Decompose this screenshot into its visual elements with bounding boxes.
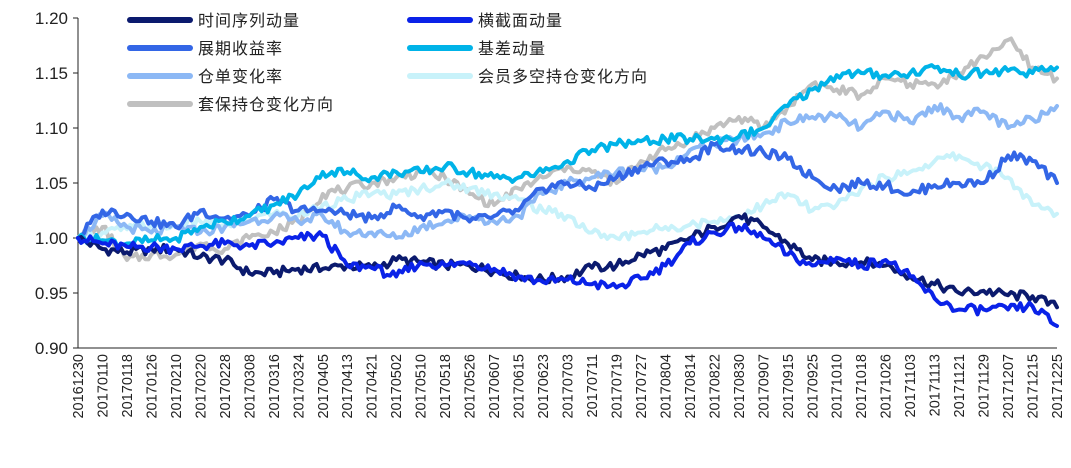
series-line-3 [76,63,1059,249]
x-tick-label: 20170615 [512,354,528,419]
x-tick-label: 20170822 [707,354,723,419]
x-tick-label: 20170526 [463,354,479,419]
x-tick-label: 20170925 [805,354,821,419]
x-tick-label: 20171215 [1026,354,1042,419]
x-tick-label: 20171121 [952,354,968,417]
x-tick-label: 20171225 [1050,354,1066,419]
x-tick-label: 20171018 [854,354,870,419]
x-tick-label: 20170210 [169,354,185,419]
y-tick-label: 1.10 [35,119,68,138]
legend-label: 会员多空持仓变化方向 [478,67,648,86]
x-axis: 20161230 20170110 20170118 20170126 20170210… [71,347,1066,419]
x-tick-label: 20170502 [389,354,405,419]
x-tick-label: 20170814 [683,354,699,419]
x-tick-label: 20171129 [977,354,993,417]
x-tick-label: 20170703 [561,354,577,419]
y-tick-label: 1.15 [35,64,68,83]
x-tick-label: 20170915 [781,354,797,419]
legend-label: 套保持仓变化方向 [198,95,334,114]
x-tick-label: 20170623 [536,354,552,419]
series-line-1 [76,221,1059,328]
legend-item-5: 会员多空持仓变化方向 [407,67,648,86]
x-tick-label: 20170510 [414,354,430,419]
y-tick-label: 0.90 [35,339,68,358]
series-line-6 [76,36,1059,263]
x-tick-label: 20170518 [438,354,454,419]
x-tick-label: 20161230 [71,354,87,419]
x-tick-label: 20170711 [585,354,601,417]
x-tick-label: 20170220 [193,354,209,419]
x-tick-label: 20170804 [658,354,674,419]
x-tick-label: 20170308 [242,354,258,419]
y-tick-label: 1.20 [35,9,68,28]
x-tick-label: 20170413 [340,354,356,419]
series-line-0 [76,212,1059,310]
x-tick-label: 20171010 [830,354,846,419]
y-tick-label: 1.00 [35,229,68,248]
y-tick-label: 0.95 [35,284,68,303]
y-axis: 1.20 1.15 1.10 1.05 1.00 0.95 0.90 [35,9,79,358]
x-tick-label: 20170830 [732,354,748,419]
x-tick-label: 20170316 [267,354,283,419]
x-tick-label: 20170126 [144,354,160,419]
x-tick-label: 20171103 [903,354,919,417]
legend-label: 时间序列动量 [198,11,300,30]
x-tick-label: 20170727 [634,354,650,419]
x-tick-label: 20170405 [316,354,332,419]
legend-label: 展期收益率 [198,39,283,58]
series-layer [76,36,1059,328]
x-tick-label: 20170228 [218,354,234,419]
x-tick-label: 20170324 [291,354,307,419]
legend-label: 横截面动量 [478,11,563,30]
series-line-2 [76,140,1059,240]
legend-label: 基差动量 [478,39,546,58]
x-tick-label: 20170719 [609,354,625,419]
y-tick-label: 1.05 [35,174,68,193]
legend-item-6: 套保持仓变化方向 [127,95,334,114]
legend-item-3: 基差动量 [407,39,546,58]
x-tick-label: 20170907 [756,354,772,419]
legend-item-2: 展期收益率 [127,39,283,58]
x-tick-label: 20170110 [95,354,111,417]
legend-item-1: 横截面动量 [407,11,563,30]
x-tick-label: 20170118 [120,354,136,417]
legend-label: 仓单变化率 [198,67,283,86]
legend-item-4: 仓单变化率 [127,67,283,86]
x-tick-label: 20170607 [487,354,503,419]
x-tick-label: 20171113 [928,354,944,416]
x-tick-label: 20170421 [365,354,381,419]
x-tick-label: 20171026 [879,354,895,419]
x-tick-label: 20171207 [1001,354,1017,419]
legend-item-0: 时间序列动量 [127,11,300,30]
